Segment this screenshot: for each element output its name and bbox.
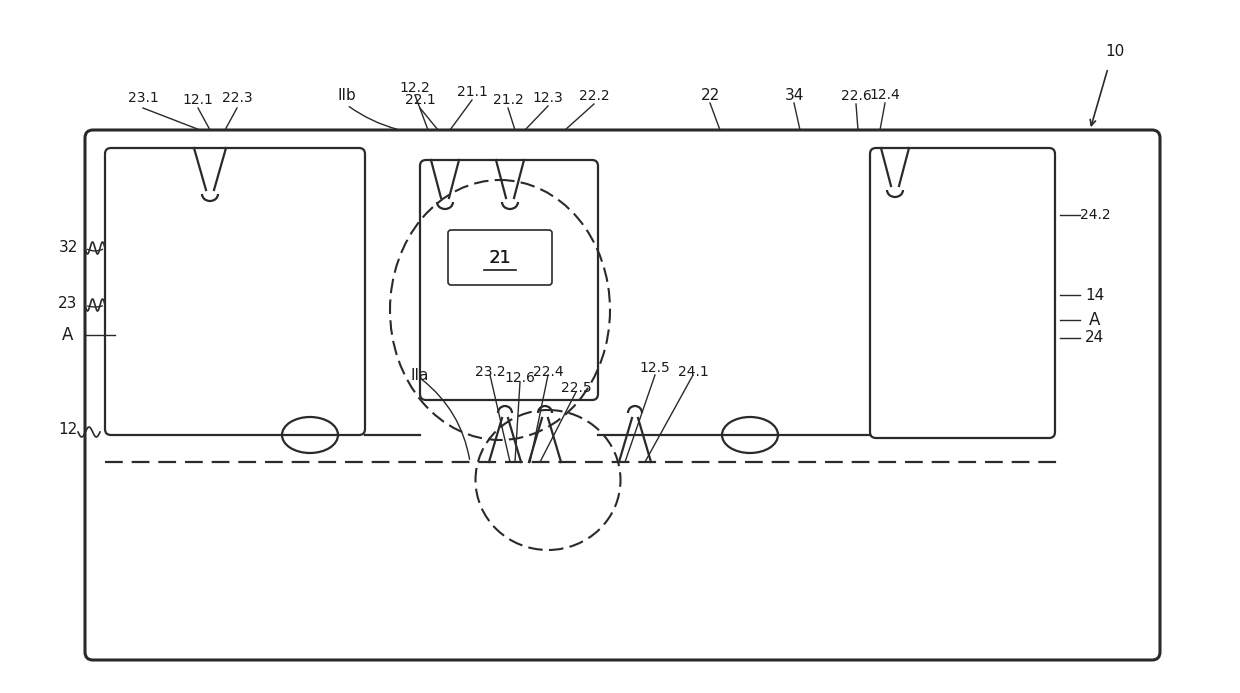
Text: 22.4: 22.4 [533, 365, 563, 379]
Text: 12: 12 [58, 423, 78, 437]
Text: 12.5: 12.5 [640, 361, 671, 375]
Text: 21.1: 21.1 [456, 85, 487, 99]
Text: 21: 21 [490, 249, 511, 267]
Text: 24.1: 24.1 [677, 365, 708, 379]
Text: 21: 21 [489, 249, 511, 267]
Text: 12.3: 12.3 [533, 91, 563, 105]
Text: 12.6: 12.6 [505, 371, 536, 385]
Text: 22.6: 22.6 [841, 89, 872, 103]
Text: 24.2: 24.2 [1080, 208, 1110, 222]
Text: 12.2: 12.2 [399, 81, 430, 95]
Text: 24: 24 [1085, 331, 1105, 346]
Text: 10: 10 [1105, 44, 1125, 60]
Text: 23.2: 23.2 [475, 365, 506, 379]
Text: 22: 22 [701, 87, 719, 103]
Text: IIb: IIb [337, 87, 356, 103]
Text: IIa: IIa [410, 367, 429, 383]
Text: A: A [62, 326, 73, 344]
Text: 34: 34 [785, 87, 804, 103]
Text: 23.1: 23.1 [128, 91, 159, 105]
Text: 23: 23 [58, 295, 78, 310]
Text: 22.1: 22.1 [404, 93, 435, 107]
Text: 12.4: 12.4 [869, 88, 900, 102]
Text: 22.5: 22.5 [560, 381, 591, 395]
Text: A: A [1089, 311, 1101, 329]
Text: 32: 32 [58, 240, 78, 256]
Text: 14: 14 [1085, 288, 1105, 303]
Text: 21.2: 21.2 [492, 93, 523, 107]
Text: 22.2: 22.2 [579, 89, 609, 103]
Text: 12.1: 12.1 [182, 93, 213, 107]
Text: 22.3: 22.3 [222, 91, 252, 105]
